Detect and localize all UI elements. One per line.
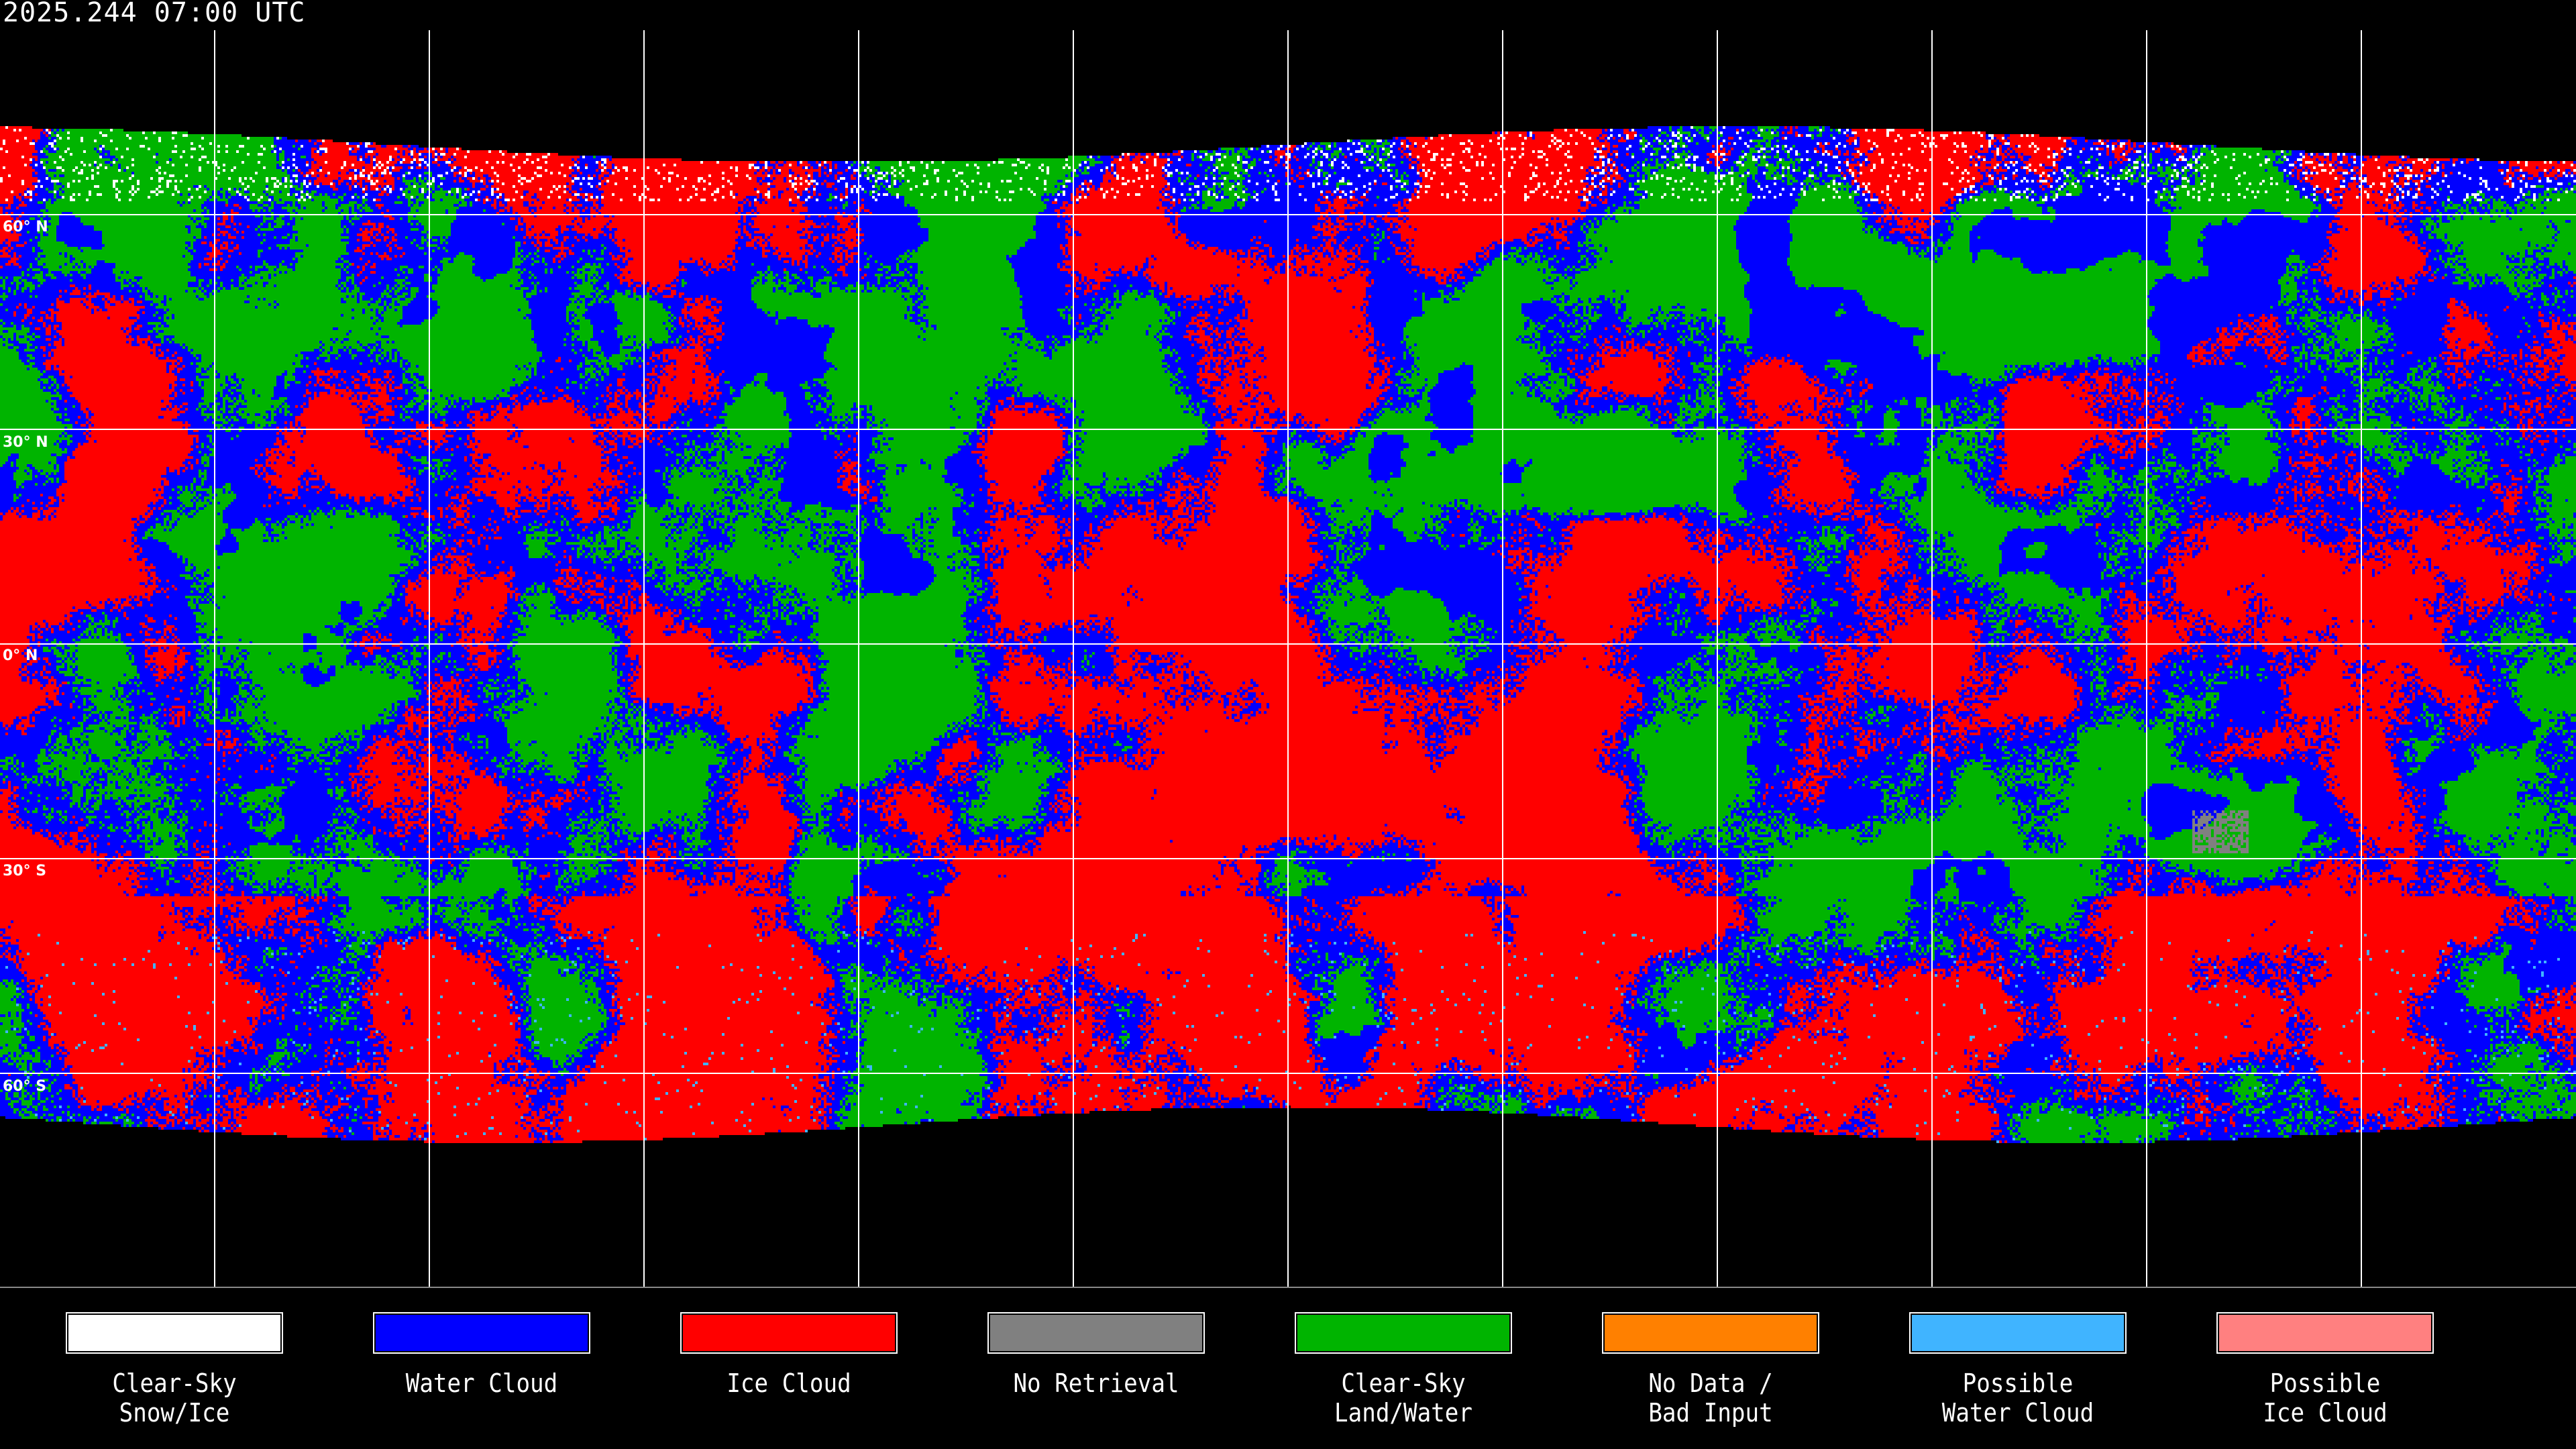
lat-label-60s: 60° S	[3, 1078, 47, 1095]
legend-item-ice-cloud: Ice Cloud	[648, 1312, 930, 1398]
legend: Clear-Sky Snow/Ice Water Cloud Ice Cloud …	[0, 1288, 2576, 1449]
legend-swatch	[987, 1312, 1205, 1354]
legend-item-no-retrieval: No Retrieval	[955, 1312, 1237, 1398]
legend-label: Bad Input	[1648, 1398, 1773, 1428]
legend-swatch	[1909, 1312, 2127, 1354]
legend-swatch	[680, 1312, 898, 1354]
legend-label: Water Cloud	[1941, 1398, 2094, 1428]
legend-label: Clear-Sky	[112, 1368, 237, 1398]
timestamp-title: 2025.244 07:00 UTC	[3, 0, 306, 28]
legend-label: No Retrieval	[1013, 1368, 1179, 1398]
legend-swatch	[373, 1312, 590, 1354]
lat-label-30s: 30° S	[3, 863, 47, 879]
legend-label: Possible	[1962, 1368, 2074, 1398]
legend-item-clear-sky-land-water: Clear-Sky Land/Water	[1263, 1312, 1544, 1428]
legend-item-possible-water-cloud: Possible Water Cloud	[1877, 1312, 2159, 1428]
legend-label: Possible	[2269, 1368, 2381, 1398]
legend-label: No Data /	[1648, 1368, 1773, 1398]
legend-swatch	[2216, 1312, 2434, 1354]
legend-swatch	[66, 1312, 283, 1354]
legend-item-no-data: No Data / Bad Input	[1570, 1312, 1851, 1428]
legend-item-water-cloud: Water Cloud	[341, 1312, 623, 1398]
legend-item-possible-ice-cloud: Possible Ice Cloud	[2184, 1312, 2466, 1428]
legend-swatch	[1295, 1312, 1512, 1354]
legend-swatch	[1602, 1312, 1819, 1354]
graticule	[0, 30, 2576, 1288]
legend-item-clear-sky-snow-ice: Clear-Sky Snow/Ice	[34, 1312, 315, 1428]
legend-label: Ice Cloud	[2263, 1398, 2387, 1428]
legend-label: Water Cloud	[405, 1368, 558, 1398]
lat-label-0: 0° N	[3, 647, 38, 664]
lat-label-60n: 60° N	[3, 219, 48, 235]
lat-label-30n: 30° N	[3, 434, 48, 451]
legend-label: Clear-Sky	[1341, 1368, 1466, 1398]
legend-label: Snow/Ice	[119, 1398, 230, 1428]
cloud-phase-map: 2025.244 07:00 UTC 60° N 30° N 0° N 30° …	[0, 0, 2576, 1288]
legend-label: Land/Water	[1334, 1398, 1472, 1428]
legend-label: Ice Cloud	[727, 1368, 851, 1398]
